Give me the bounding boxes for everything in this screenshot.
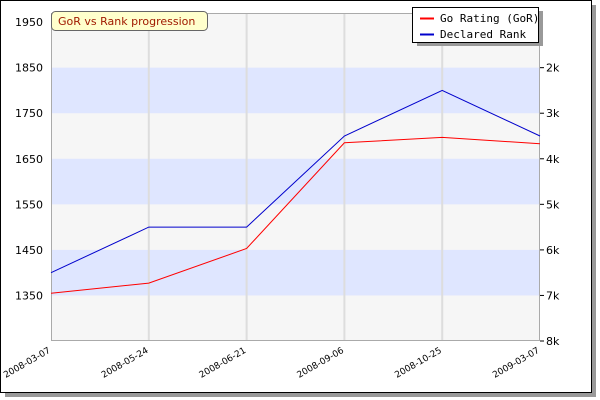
y-left-tick-label: 1450 xyxy=(15,244,43,257)
y-axis-right: 2k 3k 4k 5k 6k 7k 8k xyxy=(540,62,560,348)
y-right-tick-label: 7k xyxy=(546,289,560,302)
frame-shadow-bottom xyxy=(5,393,596,397)
legend-label-rank: Declared Rank xyxy=(440,28,526,41)
y-left-tick-label: 1950 xyxy=(15,16,43,29)
y-right-tick-label: 4k xyxy=(546,153,560,166)
series-lines xyxy=(50,89,541,294)
chart-title: GoR vs Rank progression xyxy=(58,15,195,28)
plot-border xyxy=(51,13,540,341)
y-right-tick-label: 6k xyxy=(546,244,560,257)
y-left-tick-label: 1850 xyxy=(15,62,43,75)
y-left-tick-label: 1550 xyxy=(15,198,43,211)
y-right-tick-label: 5k xyxy=(546,198,560,211)
y-right-tick-label: 8k xyxy=(546,335,560,348)
shaded-band xyxy=(51,67,540,114)
y-right-tick-label: 2k xyxy=(546,62,560,75)
y-left-tick-label: 1750 xyxy=(15,107,43,120)
plot-area xyxy=(51,13,540,341)
legend-box xyxy=(412,7,539,43)
series-line-gor xyxy=(50,136,541,294)
y-right-tick-label: 3k xyxy=(546,107,560,120)
y-left-tick-label: 1650 xyxy=(15,153,43,166)
series-line-rank xyxy=(50,89,541,274)
y-axis-left: 1950 1850 1750 1650 1550 1450 1350 xyxy=(15,16,43,302)
shaded-band xyxy=(51,249,540,296)
y-left-tick-label: 1350 xyxy=(15,289,43,302)
chart-title-box: GoR vs Rank progression xyxy=(51,11,208,31)
legend: Go Rating (GoR) Declared Rank xyxy=(412,7,543,46)
frame-shadow-right xyxy=(592,5,596,397)
legend-label-gor: Go Rating (GoR) xyxy=(440,12,539,25)
